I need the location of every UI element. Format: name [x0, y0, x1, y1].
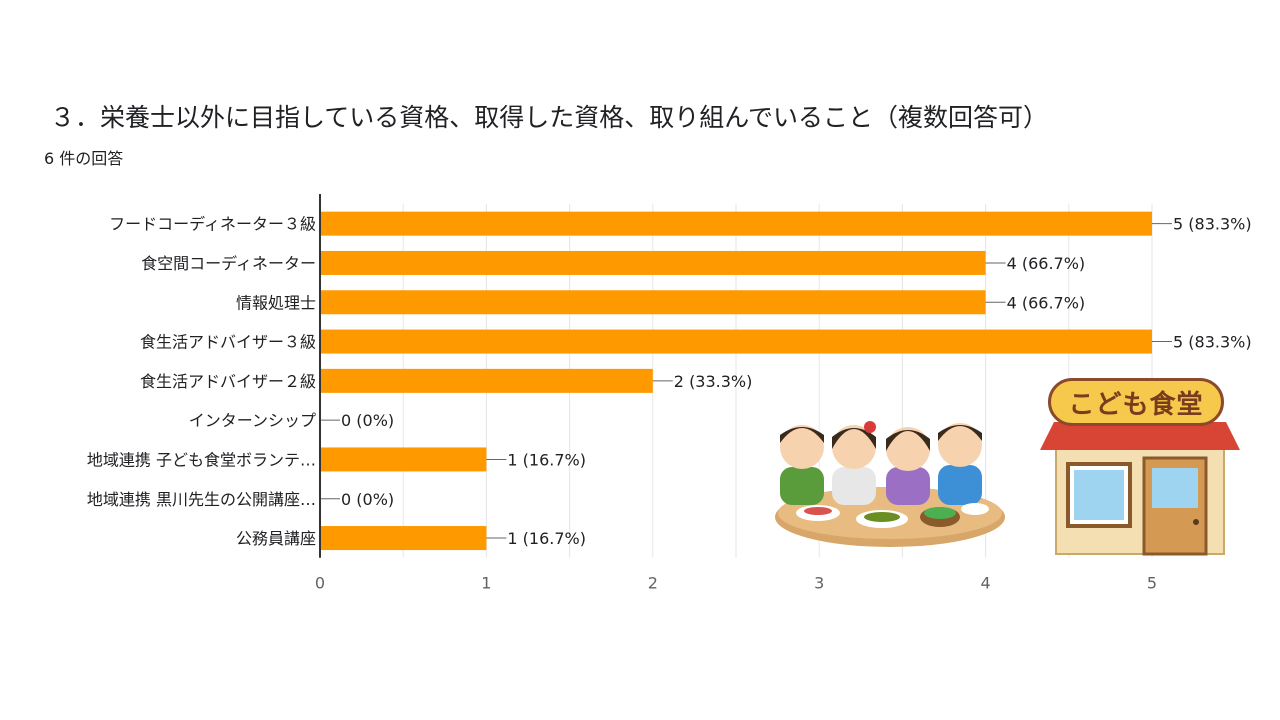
value-label: 4 (66.7%)	[1007, 254, 1086, 273]
bar	[320, 526, 487, 551]
category-label: 公務員講座	[236, 529, 316, 548]
chart-title: ３．栄養士以外に目指している資格、取得した資格、取り組んでいること（複数回答可）	[50, 103, 1049, 132]
x-tick-label: 4	[981, 574, 991, 593]
category-label: 地域連携 子ども食堂ボランテ…	[87, 450, 316, 469]
category-label: 地域連携 黒川先生の公開講座…	[87, 490, 316, 509]
shop-sign: こども食堂	[1048, 378, 1224, 426]
x-tick-label: 1	[481, 574, 491, 593]
bar	[320, 447, 487, 472]
x-tick-label: 5	[1147, 574, 1157, 593]
value-label: 1 (16.7%)	[507, 450, 586, 469]
bar	[320, 329, 1152, 354]
children-eating-illustration	[775, 421, 1005, 547]
value-label: 0 (0%)	[341, 411, 394, 430]
response-count: 6 件の回答	[44, 149, 124, 168]
category-label: フードコーディネーター３級	[109, 215, 316, 234]
bar	[320, 211, 1152, 236]
x-tick-label: 0	[315, 574, 325, 593]
x-tick-label: 2	[648, 574, 658, 593]
category-label: 食空間コーディネーター	[141, 254, 316, 273]
category-label: 食生活アドバイザー３級	[140, 333, 316, 352]
category-label: 情報処理士	[236, 293, 316, 312]
value-label: 5 (83.3%)	[1173, 333, 1252, 352]
category-label: インターンシップ	[189, 411, 316, 430]
value-label: 0 (0%)	[341, 490, 394, 509]
kodomo-shokudo-illustration: こども食堂	[1040, 372, 1240, 558]
value-label: 5 (83.3%)	[1173, 215, 1252, 234]
value-label: 2 (33.3%)	[674, 372, 753, 391]
x-tick-label: 3	[814, 574, 824, 593]
bar	[320, 368, 653, 393]
value-label: 1 (16.7%)	[507, 529, 586, 548]
bar	[320, 290, 986, 315]
shop-sign-text: こども食堂	[1068, 389, 1204, 420]
bar	[320, 250, 986, 275]
value-label: 4 (66.7%)	[1007, 293, 1086, 312]
category-label: 食生活アドバイザー２級	[140, 372, 316, 391]
